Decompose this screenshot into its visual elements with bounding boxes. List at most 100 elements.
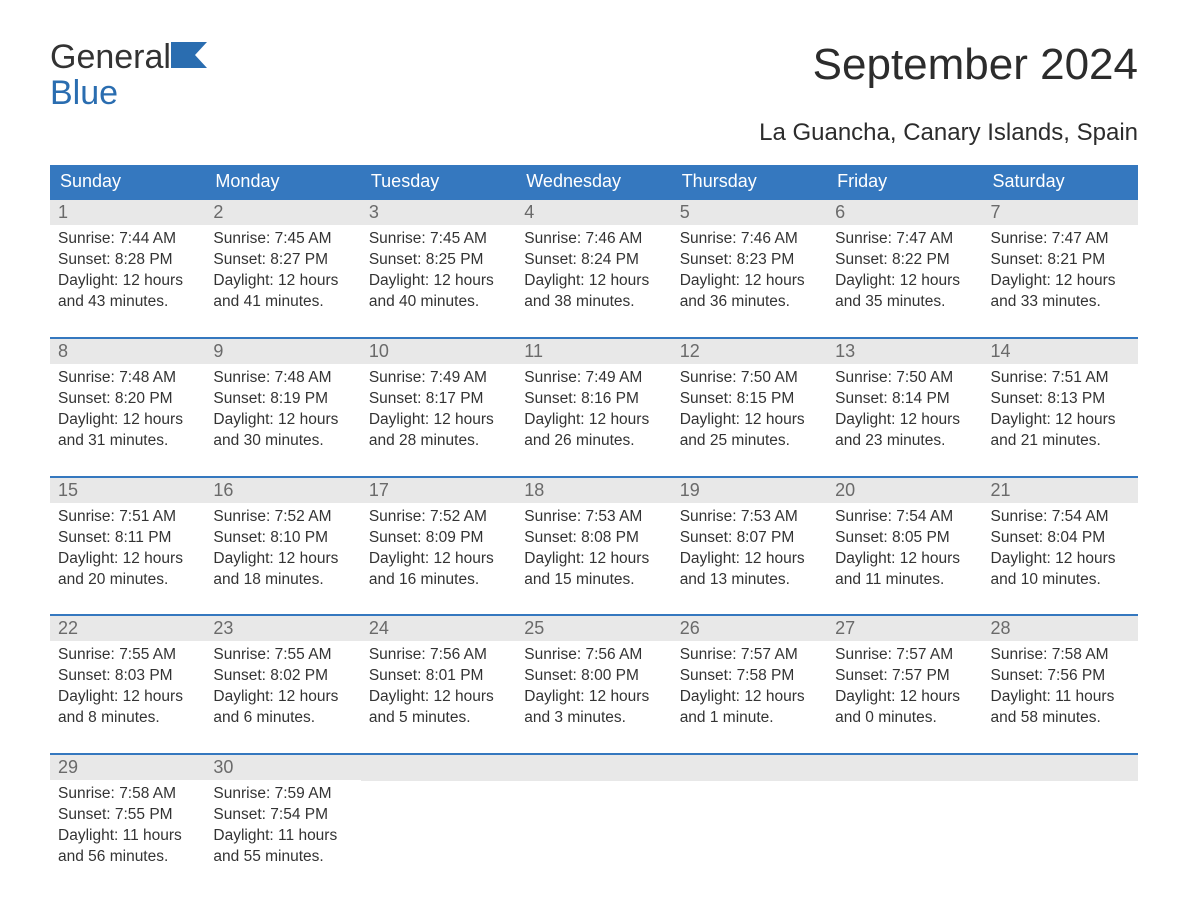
sunrise-label: Sunrise: — [680, 369, 737, 386]
day-body: Sunrise: 7:54 AMSunset: 8:04 PMDaylight:… — [983, 503, 1138, 599]
calendar-day: 20Sunrise: 7:54 AMSunset: 8:05 PMDayligh… — [827, 478, 982, 599]
calendar-day: 10Sunrise: 7:49 AMSunset: 8:17 PMDayligh… — [361, 339, 516, 460]
daylight-line: Daylight: 12 hours and 1 minute. — [680, 687, 819, 729]
sunrise-value: 7:49 AM — [585, 369, 642, 386]
sunset-line: Sunset: 8:11 PM — [58, 528, 197, 549]
day-number: 3 — [361, 200, 516, 225]
sunset-label: Sunset: — [524, 667, 577, 684]
sunrise-line: Sunrise: 7:59 AM — [213, 784, 352, 805]
daylight-label: Daylight: — [835, 272, 895, 289]
daylight-line: Daylight: 12 hours and 8 minutes. — [58, 687, 197, 729]
sunrise-value: 7:50 AM — [896, 369, 953, 386]
sunrise-line: Sunrise: 7:55 AM — [213, 645, 352, 666]
sunset-line: Sunset: 8:22 PM — [835, 250, 974, 271]
daylight-line: Daylight: 12 hours and 23 minutes. — [835, 410, 974, 452]
day-number: 14 — [983, 339, 1138, 364]
day-body: Sunrise: 7:50 AMSunset: 8:15 PMDaylight:… — [672, 364, 827, 460]
sunrise-label: Sunrise: — [58, 646, 115, 663]
daylight-label: Daylight: — [680, 272, 740, 289]
sunset-label: Sunset: — [213, 251, 266, 268]
sunrise-line: Sunrise: 7:56 AM — [524, 645, 663, 666]
day-body: Sunrise: 7:46 AMSunset: 8:23 PMDaylight:… — [672, 225, 827, 321]
calendar-day: 23Sunrise: 7:55 AMSunset: 8:02 PMDayligh… — [205, 616, 360, 737]
day-number: 6 — [827, 200, 982, 225]
sunrise-label: Sunrise: — [835, 646, 892, 663]
sunset-line: Sunset: 7:56 PM — [991, 666, 1130, 687]
daylight-label: Daylight: — [213, 550, 273, 567]
day-body: Sunrise: 7:53 AMSunset: 8:08 PMDaylight:… — [516, 503, 671, 599]
calendar-week: 8Sunrise: 7:48 AMSunset: 8:20 PMDaylight… — [50, 337, 1138, 460]
day-body: Sunrise: 7:48 AMSunset: 8:20 PMDaylight:… — [50, 364, 205, 460]
day-number: 12 — [672, 339, 827, 364]
daylight-line: Daylight: 12 hours and 35 minutes. — [835, 271, 974, 313]
sunset-value: 8:08 PM — [581, 529, 639, 546]
sunrise-label: Sunrise: — [991, 646, 1048, 663]
sunset-value: 8:13 PM — [1047, 390, 1105, 407]
daylight-line: Daylight: 12 hours and 43 minutes. — [58, 271, 197, 313]
sunrise-line: Sunrise: 7:57 AM — [680, 645, 819, 666]
day-body: Sunrise: 7:54 AMSunset: 8:05 PMDaylight:… — [827, 503, 982, 599]
sunset-label: Sunset: — [991, 390, 1044, 407]
sunrise-line: Sunrise: 7:45 AM — [369, 229, 508, 250]
weekday-col: Thursday — [672, 165, 827, 198]
sunset-label: Sunset: — [369, 667, 422, 684]
sunset-line: Sunset: 8:25 PM — [369, 250, 508, 271]
calendar-day — [516, 755, 671, 876]
sunrise-line: Sunrise: 7:58 AM — [991, 645, 1130, 666]
day-number: 16 — [205, 478, 360, 503]
sunset-label: Sunset: — [213, 806, 266, 823]
calendar-day: 15Sunrise: 7:51 AMSunset: 8:11 PMDayligh… — [50, 478, 205, 599]
sunrise-label: Sunrise: — [680, 508, 737, 525]
brand-logo: General Blue — [50, 40, 219, 111]
sunrise-label: Sunrise: — [680, 230, 737, 247]
day-number: 23 — [205, 616, 360, 641]
sunrise-value: 7:47 AM — [896, 230, 953, 247]
calendar-day: 17Sunrise: 7:52 AMSunset: 8:09 PMDayligh… — [361, 478, 516, 599]
sunset-line: Sunset: 8:01 PM — [369, 666, 508, 687]
sunrise-label: Sunrise: — [524, 230, 581, 247]
day-body: Sunrise: 7:50 AMSunset: 8:14 PMDaylight:… — [827, 364, 982, 460]
day-number: 20 — [827, 478, 982, 503]
sunset-line: Sunset: 7:57 PM — [835, 666, 974, 687]
day-body: Sunrise: 7:47 AMSunset: 8:21 PMDaylight:… — [983, 225, 1138, 321]
sunrise-value: 7:53 AM — [741, 508, 798, 525]
sunset-line: Sunset: 8:19 PM — [213, 389, 352, 410]
day-number — [516, 755, 671, 781]
calendar-week: 29Sunrise: 7:58 AMSunset: 7:55 PMDayligh… — [50, 753, 1138, 876]
day-body: Sunrise: 7:55 AMSunset: 8:02 PMDaylight:… — [205, 641, 360, 737]
sunset-label: Sunset: — [369, 251, 422, 268]
daylight-label: Daylight: — [524, 272, 584, 289]
sunrise-value: 7:49 AM — [430, 369, 487, 386]
calendar-day — [361, 755, 516, 876]
sunset-label: Sunset: — [58, 390, 111, 407]
sunrise-value: 7:44 AM — [119, 230, 176, 247]
sunset-value: 8:16 PM — [581, 390, 639, 407]
sunrise-line: Sunrise: 7:52 AM — [369, 507, 508, 528]
sunset-value: 8:14 PM — [892, 390, 950, 407]
sunset-value: 8:09 PM — [426, 529, 484, 546]
sunrise-value: 7:55 AM — [275, 646, 332, 663]
daylight-label: Daylight: — [524, 550, 584, 567]
sunrise-line: Sunrise: 7:57 AM — [835, 645, 974, 666]
sunrise-label: Sunrise: — [680, 646, 737, 663]
daylight-line: Daylight: 12 hours and 40 minutes. — [369, 271, 508, 313]
day-body: Sunrise: 7:49 AMSunset: 8:17 PMDaylight:… — [361, 364, 516, 460]
sunrise-value: 7:52 AM — [430, 508, 487, 525]
sunset-line: Sunset: 8:08 PM — [524, 528, 663, 549]
day-number: 4 — [516, 200, 671, 225]
day-number: 2 — [205, 200, 360, 225]
sunrise-value: 7:53 AM — [585, 508, 642, 525]
weekday-col: Monday — [205, 165, 360, 198]
sunset-value: 8:23 PM — [737, 251, 795, 268]
sunrise-line: Sunrise: 7:46 AM — [680, 229, 819, 250]
daylight-label: Daylight: — [213, 688, 273, 705]
sunrise-line: Sunrise: 7:50 AM — [835, 368, 974, 389]
sunrise-value: 7:51 AM — [1052, 369, 1109, 386]
calendar-day: 9Sunrise: 7:48 AMSunset: 8:19 PMDaylight… — [205, 339, 360, 460]
calendar-day: 2Sunrise: 7:45 AMSunset: 8:27 PMDaylight… — [205, 200, 360, 321]
sunrise-line: Sunrise: 7:51 AM — [991, 368, 1130, 389]
sunrise-label: Sunrise: — [369, 646, 426, 663]
calendar-week: 1Sunrise: 7:44 AMSunset: 8:28 PMDaylight… — [50, 198, 1138, 321]
sunrise-value: 7:57 AM — [896, 646, 953, 663]
sunrise-value: 7:48 AM — [275, 369, 332, 386]
